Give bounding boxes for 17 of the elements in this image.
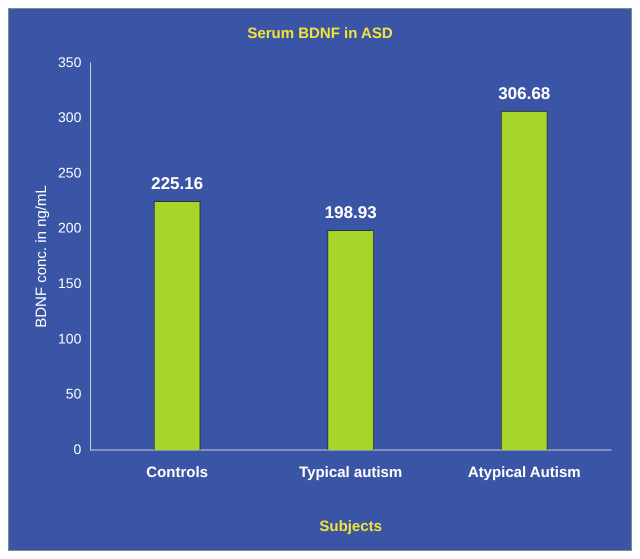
x-tick-label: Atypical Autism bbox=[468, 464, 581, 482]
data-label: 225.16 bbox=[151, 174, 204, 194]
y-tick-label: 250 bbox=[58, 164, 82, 180]
y-axis-title: BDNF conc. in ng/mL bbox=[33, 185, 50, 328]
y-tick-label: 50 bbox=[66, 386, 82, 402]
y-tick-label: 350 bbox=[58, 54, 82, 70]
y-tick-label: 300 bbox=[58, 109, 82, 126]
y-tick-label: 0 bbox=[74, 440, 82, 457]
x-tick-label: Controls bbox=[146, 464, 208, 482]
y-tick-label: 100 bbox=[58, 330, 82, 346]
x-axis-title: Subjects bbox=[319, 518, 382, 536]
chart-title: Serum BDNF in ASD bbox=[247, 25, 393, 42]
y-tick-label: 200 bbox=[58, 220, 82, 236]
data-label: 198.93 bbox=[324, 203, 377, 222]
y-tick-label: 150 bbox=[58, 275, 82, 291]
data-label: 306.68 bbox=[498, 84, 550, 104]
x-tick-label: Typical autism bbox=[299, 464, 402, 482]
